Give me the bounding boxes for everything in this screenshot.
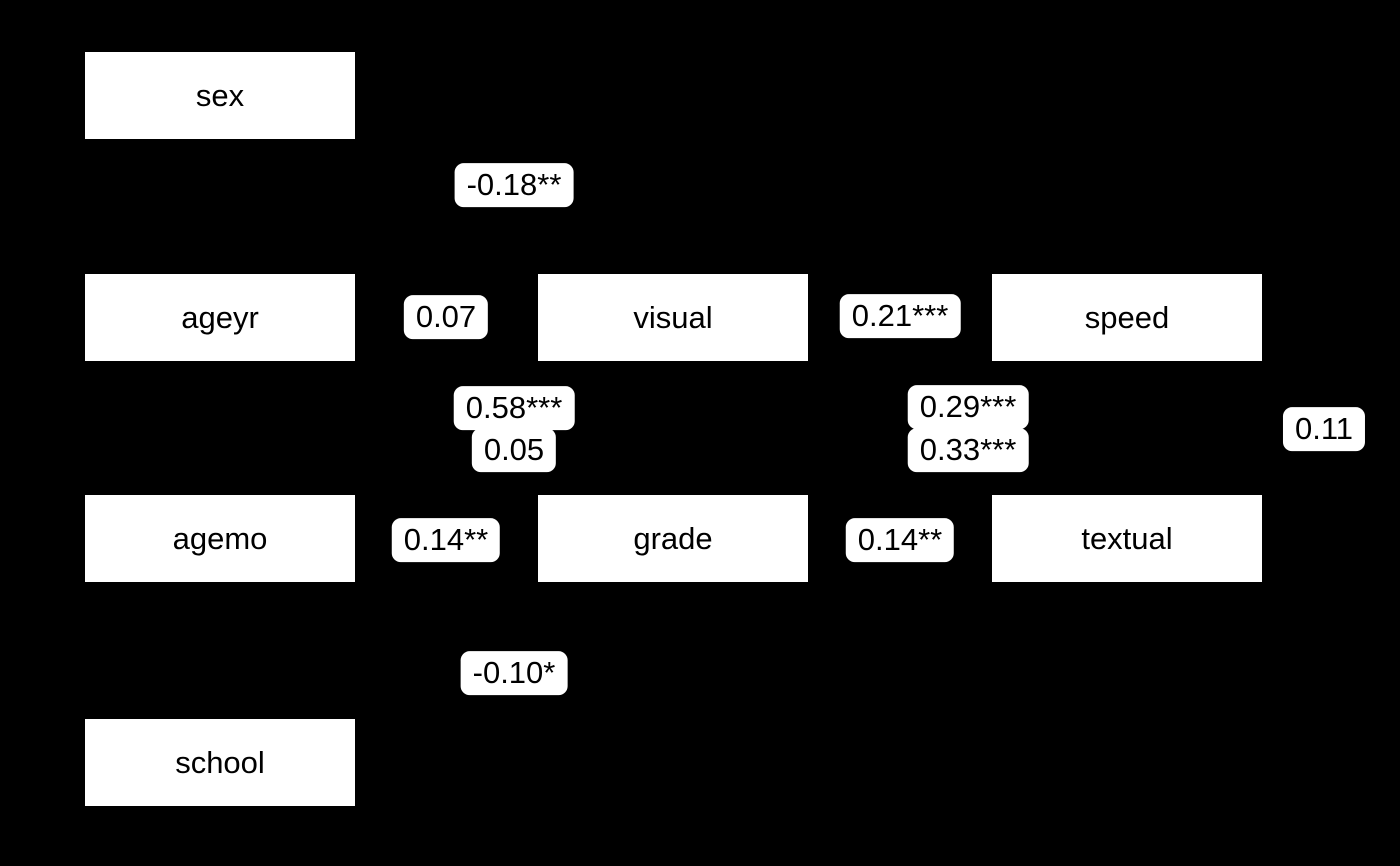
node-ageyr: ageyr xyxy=(85,274,355,361)
node-agemo: agemo xyxy=(85,495,355,582)
edge-label-right-diagonal-upper: 0.29*** xyxy=(907,385,1029,429)
node-sex: sex xyxy=(85,52,355,139)
edge-label-sex-visual: -0.18** xyxy=(454,163,574,207)
edge-label-left-diagonal-upper: 0.58*** xyxy=(453,386,575,430)
edge-label-ageyr-visual: 0.07 xyxy=(403,295,489,339)
edge-label-speed-textual: 0.11 xyxy=(1282,407,1366,451)
edge-label-right-diagonal-lower: 0.33*** xyxy=(907,428,1029,472)
edge-label-left-diagonal-lower: 0.05 xyxy=(471,428,557,472)
node-school: school xyxy=(85,719,355,806)
node-grade: grade xyxy=(538,495,808,582)
edge-label-agemo-grade: 0.14** xyxy=(391,518,501,562)
edge-label-grade-textual: 0.14** xyxy=(845,518,955,562)
node-speed: speed xyxy=(992,274,1262,361)
node-visual: visual xyxy=(538,274,808,361)
edge-label-visual-speed: 0.21*** xyxy=(839,294,961,338)
edge-label-school-grade: -0.10* xyxy=(460,651,568,695)
node-textual: textual xyxy=(992,495,1262,582)
